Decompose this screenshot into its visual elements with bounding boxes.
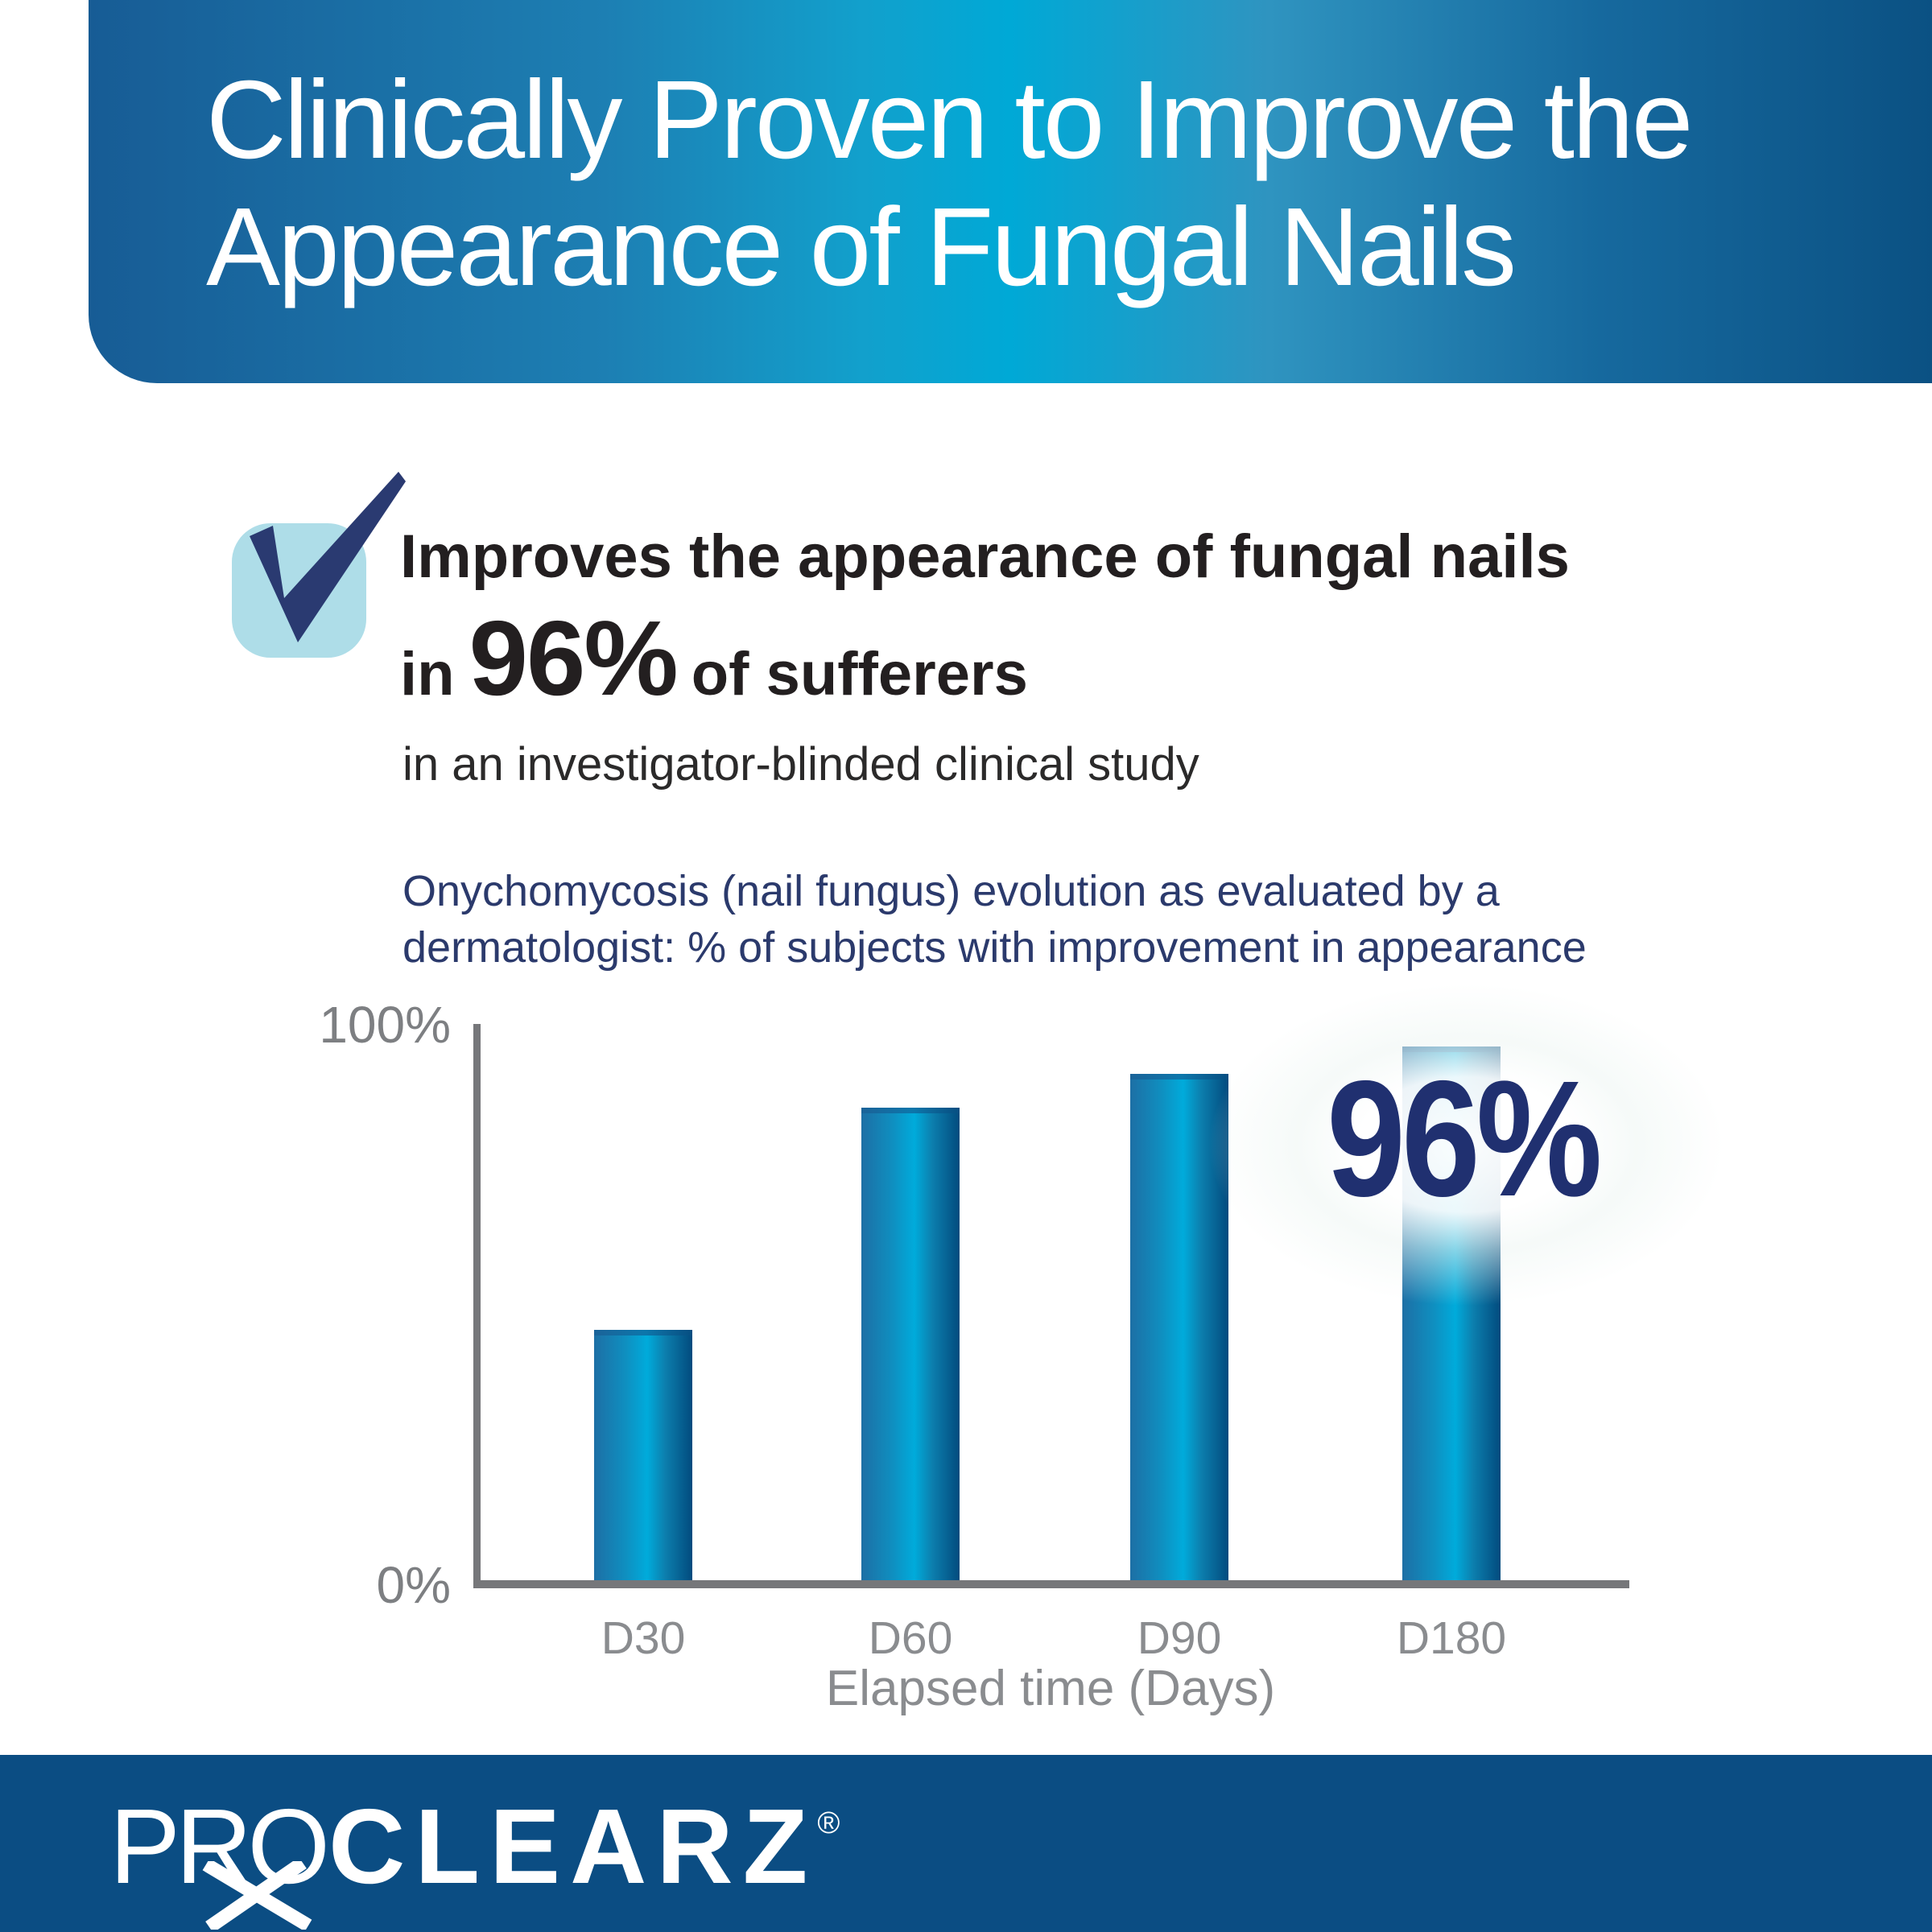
chart-title-line2: dermatologist: % of subjects with improv… <box>402 923 1587 972</box>
page-title-line2: Appearance of Fungal Nails <box>206 185 1517 309</box>
check-icon <box>250 472 406 642</box>
page-title-line1: Clinically Proven to Improve the <box>206 58 1693 182</box>
claim-prefix: in <box>400 640 455 708</box>
y-axis-line <box>473 1024 481 1588</box>
x-axis-title: Elapsed time (Days) <box>825 1661 1276 1716</box>
bar-D60 <box>861 1107 960 1580</box>
chart-annotation-96: 96% <box>1327 1046 1603 1231</box>
x-tick-D180: D180 <box>1396 1612 1507 1664</box>
claim-headline-line1: Improves the appearance of fungal nails <box>400 522 1570 591</box>
x-tick-D90: D90 <box>1137 1612 1222 1664</box>
study-subtext: in an investigator-blinded clinical stud… <box>402 738 1199 791</box>
x-tick-D30: D30 <box>601 1612 686 1664</box>
brand-logo-clearz: CLEARZ <box>328 1787 818 1905</box>
claim-suffix: of sufferers <box>691 640 1028 708</box>
brand-logo: PROCLEARZ® <box>109 1794 840 1926</box>
footer-band <box>0 1755 1932 1932</box>
x-tick-D60: D60 <box>868 1612 953 1664</box>
header-banner: Clinically Proven to Improve the Appeara… <box>89 0 1932 383</box>
registered-trademark-icon: ® <box>817 1806 840 1840</box>
y-axis-tick-0: 0% <box>376 1556 452 1614</box>
rx-cross-icon <box>202 1861 312 1930</box>
stat-glow-highlight <box>1209 984 1724 1306</box>
y-axis-tick-100: 100% <box>319 996 451 1054</box>
chart-title: Onychomycosis (nail fungus) evolution as… <box>402 863 1587 976</box>
claim-headline-line2: in 96% of sufferers <box>400 597 1028 719</box>
brand-logo-pro: PRO <box>109 1787 330 1905</box>
x-axis-line <box>473 1580 1629 1588</box>
page-title: Clinically Proven to Improve the Appeara… <box>206 56 1693 311</box>
chart-title-line1: Onychomycosis (nail fungus) evolution as… <box>402 867 1500 915</box>
claim-stat: 96% <box>469 599 679 717</box>
bar-D30 <box>594 1330 692 1580</box>
